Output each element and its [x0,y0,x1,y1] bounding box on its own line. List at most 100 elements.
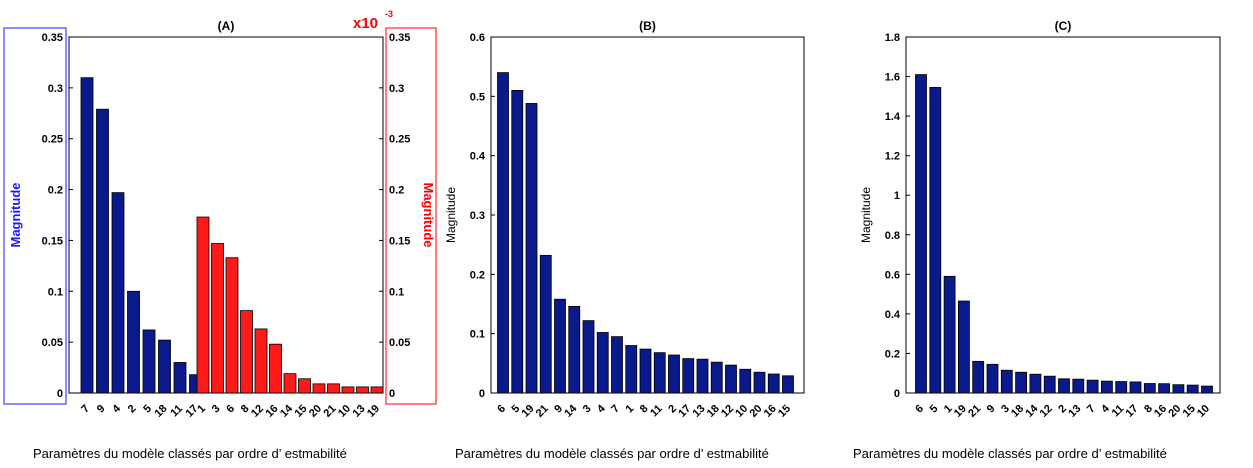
series-c-bar [1043,375,1056,394]
chart-title-b: (B) [639,19,656,33]
y-axis-right-a-tick-label: 0.3 [389,83,404,95]
y-axis-c-tick-label: 1.2 [885,151,900,163]
y-axis-left-a-tick-label: 0.05 [42,337,63,349]
series-red-a-x-tick-label: 8 [239,403,252,416]
series-c-bar [1201,385,1213,394]
y-axis-left-a-tick-label: 0.25 [42,134,63,146]
y-axis-label-right-a: Magnitude [421,183,436,248]
series-blue-a-bar [80,77,94,394]
series-b-bar [554,298,566,394]
figure-canvas: 00.050.10.150.20.250.30.3500.050.10.150.… [3,9,1221,420]
series-blue-a-bar [96,108,109,394]
left-axis-highlight-box [3,27,67,405]
y-axis-right-a-tick-label: 0 [389,388,395,400]
series-c-bar [1086,379,1099,394]
series-c-bar [1058,378,1070,394]
series-red-a-bar [341,386,355,394]
series-c-bar [1158,383,1170,394]
y-axis-c-tick-label: 0.6 [885,269,900,281]
y-axis-right-a-tick-label: 0.25 [389,134,410,146]
series-c-bar [1115,381,1128,394]
series-red-a-bar [254,328,268,394]
series-c-x-tick-label: 6 [913,403,926,416]
series-blue-a-bar [142,329,156,394]
y-axis-b-tick-label: 0.3 [470,210,485,222]
series-b-bar [668,354,680,394]
series-b-bar [525,103,538,394]
series-c-bar [1000,369,1013,394]
y-axis-left-a-tick-label: 0.3 [48,83,63,95]
y-axis-c-tick-label: 0.2 [885,348,900,360]
y-axis-right-a-tick-label: 0.1 [389,286,404,298]
y-axis-b-tick-label: 0.6 [470,32,485,44]
y-axis-c-tick-label: 0 [894,388,900,400]
series-blue-a-bar [173,362,187,394]
series-c-bar [986,363,999,394]
y-axis-label-c: Magnitude [859,187,873,243]
series-red-a-x-tick-label: 6 [224,403,237,416]
caption-a: Paramètres du modèle classés par ordre d… [33,446,347,461]
series-c-x-tick-label: 10 [1195,403,1212,420]
series-b-x-tick-label: 11 [648,403,665,420]
series-red-a-bar [211,243,224,394]
right-axis-exponent: -3 [385,9,393,19]
series-c-bar [958,300,970,394]
series-b-bar [696,358,709,394]
series-red-a-x-tick-label: 3 [210,403,223,416]
plot-area-b [490,36,805,394]
series-b-bar [596,332,609,394]
series-b-bar [611,336,623,394]
series-blue-a-x-tick-label: 18 [152,403,169,420]
y-axis-right-a-tick-label: 0.15 [389,235,410,247]
series-blue-a-x-tick-label: 9 [95,403,108,416]
series-c-x-tick-label: 13 [1066,403,1083,420]
y-axis-c-tick-label: 1.8 [885,32,900,44]
series-b-bar [753,371,766,394]
series-blue-a-x-tick-label: 5 [141,403,154,416]
series-b-x-tick-label: 7 [609,403,622,416]
series-b-x-tick-label: 6 [495,403,508,416]
y-axis-c-tick-label: 1.4 [885,111,901,123]
series-c-bar [1015,371,1027,394]
series-b-bar [653,352,666,394]
y-axis-right-a-tick-label: 0.35 [389,32,410,44]
series-c-bar [1172,384,1185,394]
series-b-bar [767,373,780,394]
series-c-x-tick-label: 17 [1123,403,1140,420]
series-red-a-bar [269,343,282,394]
series-b-bar [782,375,794,394]
series-b-x-tick-label: 4 [595,402,608,415]
y-axis-c-tick-label: 0.4 [885,309,901,321]
series-b-bar [710,361,723,394]
series-c-x-tick-label: 12 [1038,403,1055,420]
series-blue-a-x-tick-label: 2 [126,403,139,416]
series-b-bar [497,72,509,394]
series-red-a-bar [196,216,210,394]
series-b-x-tick-label: 1 [624,403,637,416]
series-b-bar [682,358,695,394]
series-blue-a-bar [127,290,140,394]
series-c-bar [1029,373,1042,394]
y-axis-label-b: Magnitude [444,187,458,243]
chart-title-a: (A) [218,19,235,33]
series-c-bar [972,360,985,394]
series-b-bar [511,90,524,394]
series-blue-a-bar [158,339,171,394]
y-axis-c-tick-label: 1.6 [885,72,900,84]
y-axis-b-tick-label: 0 [479,388,485,400]
series-c-bar [1143,383,1156,394]
series-red-a-bar [225,257,239,394]
series-red-a-bar [298,378,311,394]
series-c-bar [1072,378,1085,394]
series-red-a-bar [283,373,297,394]
y-axis-b-tick-label: 0.1 [470,329,485,341]
y-axis-b-tick-label: 0.5 [470,91,485,103]
series-b-x-tick-label: 14 [562,402,580,420]
series-b-bar [568,305,581,394]
series-b-bar [739,368,752,394]
series-b-bar [725,364,737,394]
series-c-x-tick-label: 7 [1085,403,1098,416]
series-c-bar [943,275,956,394]
series-b-bar [539,254,552,394]
series-b-x-tick-label: 3 [581,403,594,416]
